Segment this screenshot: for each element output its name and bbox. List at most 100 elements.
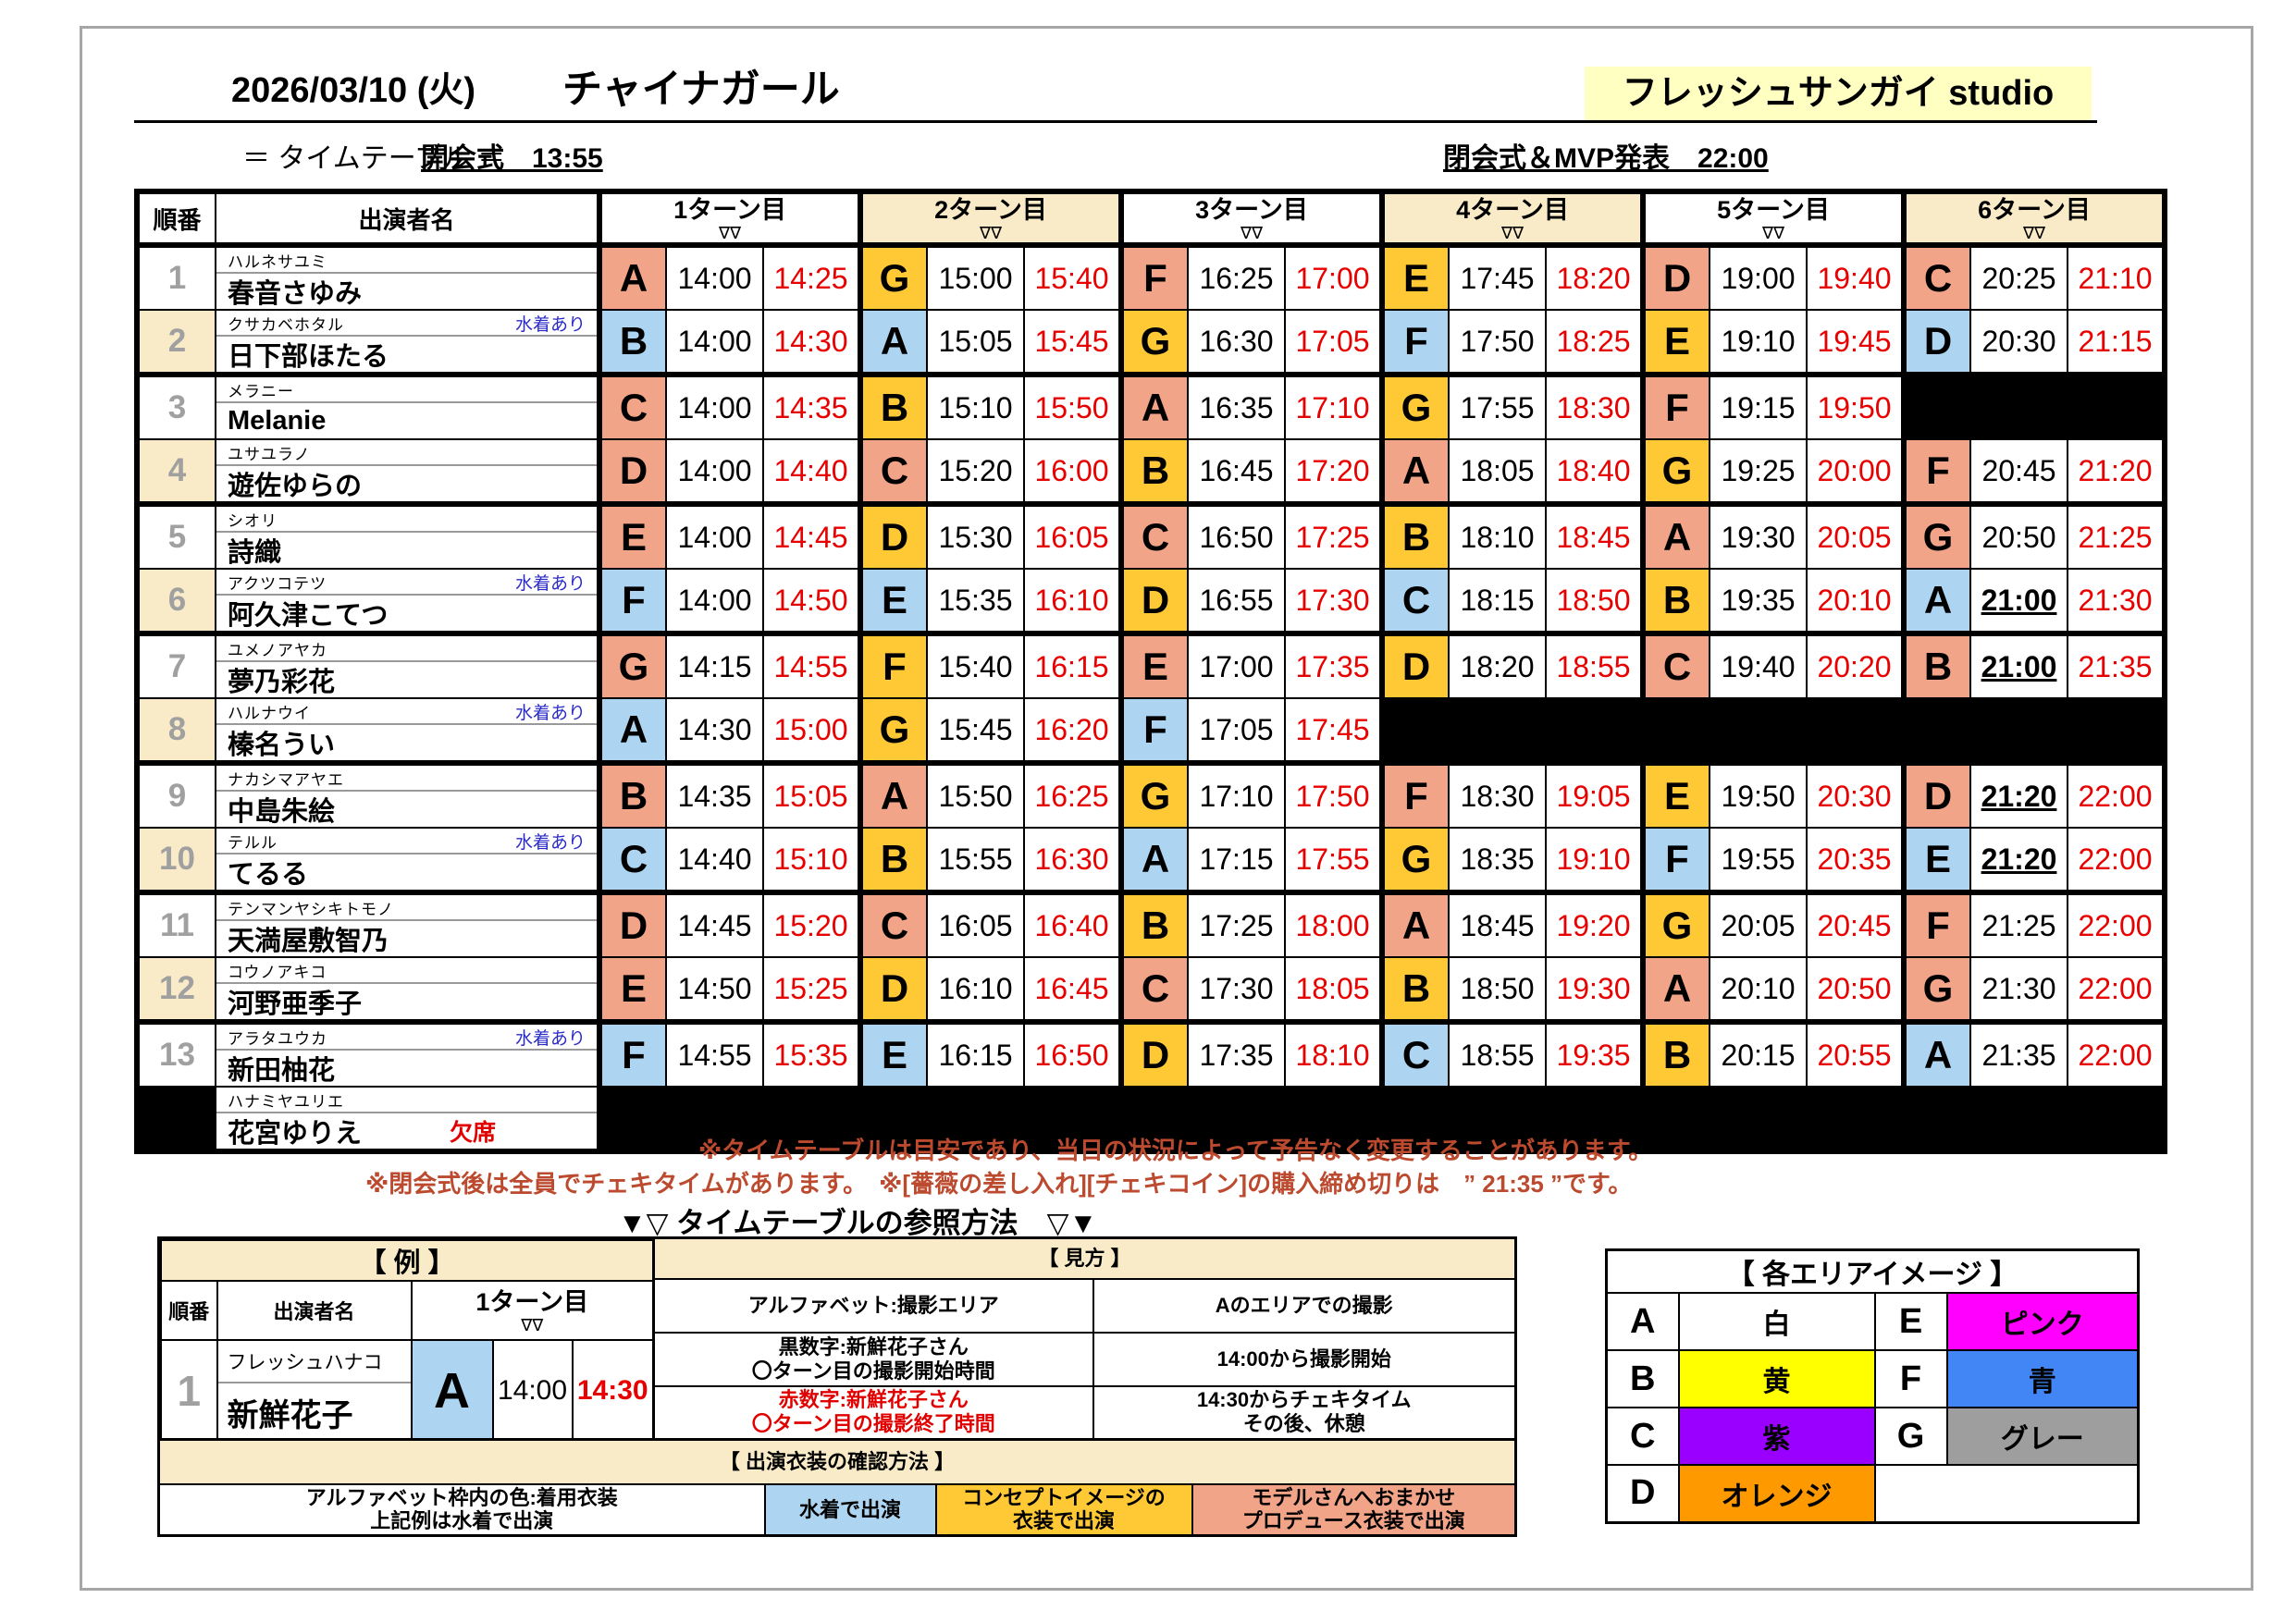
performer-name: 日下部ほたる <box>228 342 389 372</box>
area-legend-row: D オレンジ <box>1605 1464 2140 1523</box>
timetable: 順番 出演者名 1ターン目 ∇∇ 2ターン目 ∇∇ 3ターン目 ∇∇ 4ターン目 ∇∇ 5ターン目 ∇… <box>134 189 2167 1154</box>
start-time: 18:15 <box>1448 568 1547 636</box>
performer-kana-line: ユサユラノ <box>217 441 594 466</box>
performer-name-line: 春音さゆみ <box>217 274 594 308</box>
start-time: 18:35 <box>1448 827 1547 895</box>
end-time: 20:20 <box>1806 633 1907 699</box>
start-time: 17:45 <box>1448 244 1547 311</box>
end-time: 18:45 <box>1545 503 1646 570</box>
absent-tag: 欠席 <box>450 1120 497 1146</box>
howto-meaning-alphabet: Aのエリアでの撮影 <box>1092 1277 1517 1334</box>
area-color-label: オレンジ <box>1677 1464 1876 1523</box>
performer-name: Melanie <box>228 405 327 436</box>
turn-marker: ∇∇ <box>1500 224 1524 242</box>
blackout-cell <box>1642 697 1710 766</box>
turn-label: 2ターン目 <box>934 196 1047 224</box>
performer-cell: テンマンヤシキトモノ 天満屋敷智乃 <box>215 891 602 958</box>
performer-cell: ハルネサユミ春音さゆみ <box>215 244 602 311</box>
performer-kana-line: アクツコテツ 水着あり <box>217 571 594 596</box>
performer-kana: ハルネサユミ <box>228 252 327 271</box>
blackout-cell <box>859 1086 928 1154</box>
example-performer-name: 新鮮花子 <box>227 1397 353 1433</box>
blackout-cell <box>1903 697 1971 766</box>
example-col-order: 順番 <box>158 1280 218 1341</box>
turn-marker: ∇∇ <box>1761 224 1785 242</box>
row-number: 9 <box>136 762 216 829</box>
start-time: 16:45 <box>1187 438 1286 507</box>
performer-name-line: 日下部ほたる <box>217 337 594 372</box>
start-time: 14:55 <box>665 1021 764 1088</box>
area-cell: A <box>1381 438 1450 507</box>
event-date: 2026/03/10 (火) <box>231 71 476 110</box>
row-number: 3 <box>136 374 216 440</box>
end-time: 17:00 <box>1284 244 1385 311</box>
start-time: 21:20 <box>1969 762 2068 829</box>
area-cell: B <box>1903 633 1971 699</box>
end-time: 20:45 <box>1806 891 1907 958</box>
start-time: 20:30 <box>1969 309 2068 377</box>
end-time: 21:20 <box>2067 438 2167 507</box>
performer-kana-line: アラタユウカ 水着あり <box>217 1025 594 1051</box>
end-time: 17:05 <box>1284 309 1385 377</box>
area-letter: G <box>1873 1407 1948 1466</box>
blackout-cell <box>1969 1086 2068 1154</box>
performer-name: 阿久津こてつ <box>228 601 389 631</box>
area-cell: D <box>1903 309 1971 377</box>
turn-marker: ∇∇ <box>2022 224 2046 242</box>
howto-header: 【 見方 】 <box>652 1236 1517 1280</box>
blackout-cell <box>1381 1086 1450 1154</box>
performer-kana-line: メラニー <box>217 377 594 403</box>
area-legend-header: 【 各エリアイメージ 】 <box>1605 1248 2140 1294</box>
performer-kana: アラタユウカ <box>228 1029 327 1048</box>
timetable-label: ＝ タイムテーブル ＝ <box>242 143 506 174</box>
example-area-cell: A <box>410 1339 494 1445</box>
start-time: 14:15 <box>665 633 764 699</box>
turn-header: 3ターン目 ∇∇ <box>1120 191 1385 248</box>
start-time: 20:25 <box>1969 244 2068 311</box>
performer-name-line: 河野亜季子 <box>217 984 594 1016</box>
area-cell: D <box>599 891 667 958</box>
area-cell: A <box>1642 956 1710 1025</box>
area-cell: G <box>1120 309 1189 377</box>
area-cell: C <box>1120 503 1189 570</box>
start-time: 15:20 <box>926 438 1025 507</box>
start-time: 17:35 <box>1187 1021 1286 1088</box>
row-number: 5 <box>136 503 216 570</box>
area-cell: B <box>599 309 667 377</box>
performer-kana-line: コウノアキコ <box>217 959 594 984</box>
timetable-row: 1 ハルネサユミ 春音さゆみ A 14:00 14:25 G 15:00 15:40 F 16:25… <box>136 244 2167 311</box>
performer-kana: クサカベホタル <box>228 315 344 334</box>
end-time: 18:55 <box>1545 633 1646 699</box>
area-cell: A <box>599 244 667 311</box>
performer-cell: ユサユラノ 遊佐ゆらの <box>215 438 602 507</box>
area-cell: E <box>1120 633 1189 699</box>
performer-name-line: 阿久津こてつ <box>217 596 594 631</box>
end-time: 14:40 <box>762 438 863 507</box>
area-legend-row: C 紫 G グレー <box>1605 1407 2140 1466</box>
end-time: 19:20 <box>1545 891 1646 958</box>
area-cell: G <box>1642 891 1710 958</box>
costume-concept: コンセプトイメージの 衣装で出演 <box>934 1482 1193 1537</box>
blackout-cell <box>665 1086 764 1154</box>
performer-kana: アクツコテツ <box>228 574 327 593</box>
timetable-row: 13 アラタユウカ 水着あり 新田柚花 F 14:55 15:35 E 16:15 16:50 D 1… <box>136 1021 2167 1088</box>
area-cell: C <box>1381 568 1450 636</box>
area-cell: F <box>1903 891 1971 958</box>
start-time: 15:40 <box>926 633 1025 699</box>
row-number: 13 <box>136 1021 216 1088</box>
event-title: チャイナガール <box>562 68 840 112</box>
timetable-row: 8 ハルナウイ 水着あり 榛名うい A 14:30 15:00 G 15:45 16:20 F 17:… <box>136 697 2167 766</box>
timetable-row: 4 ユサユラノ 遊佐ゆらの D 14:00 14:40 C 15:20 16:00 B 16:45 1… <box>136 438 2167 507</box>
area-cell: G <box>599 633 667 699</box>
howto-rule-alphabet: アルファベット:撮影エリア <box>652 1277 1094 1334</box>
area-cell: A <box>1903 1021 1971 1088</box>
start-time: 19:50 <box>1709 762 1808 829</box>
start-time: 18:20 <box>1448 633 1547 699</box>
area-cell: B <box>1381 956 1450 1025</box>
performer-name: 中島朱絵 <box>228 797 336 827</box>
area-cell: F <box>1381 309 1450 377</box>
blackout-cell <box>1642 1086 1710 1154</box>
example-row-number: 1 <box>158 1339 218 1445</box>
area-cell: D <box>1381 633 1450 699</box>
start-time: 14:35 <box>665 762 764 829</box>
